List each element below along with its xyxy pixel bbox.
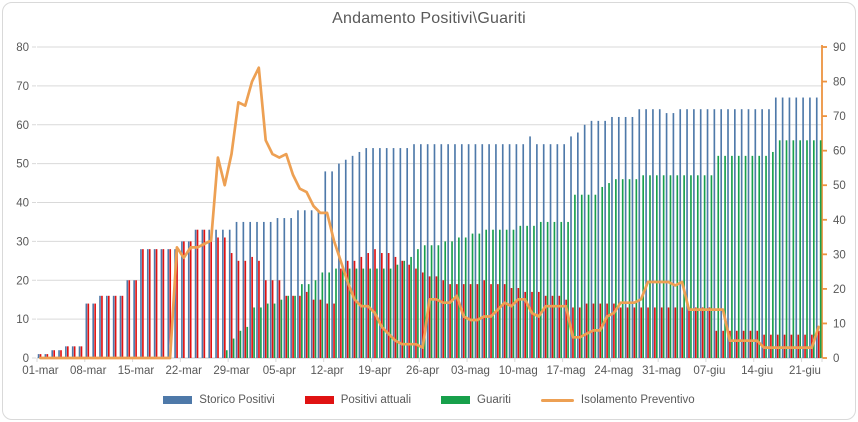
svg-text:60: 60 [16,120,29,132]
x-tick-label: 24-mag [594,365,633,377]
legend: Storico Positivi Positivi attuali Guariti I… [0,394,858,406]
x-tick-label: 15-mar [118,365,155,377]
x-tick-label: 31-mag [642,365,681,377]
svg-text:80: 80 [16,42,29,54]
x-tick-label: 22-mar [166,365,203,377]
legend-label: Storico Positivi [199,394,275,406]
legend-label: Guariti [477,394,511,406]
x-tick-label: 19-apr [358,365,391,377]
svg-text:30: 30 [833,249,846,261]
x-tick-label: 17-mag [547,365,586,377]
bars-storico-positivi [37,97,818,359]
x-tick-label: 08-mar [70,365,107,377]
legend-swatch-positivi-attuali [304,396,334,404]
legend-label: Isolamento Preventivo [580,394,695,406]
svg-text:50: 50 [16,159,29,171]
svg-text:20: 20 [16,275,29,287]
legend-swatch-isolamento-preventivo [540,398,574,402]
x-tick-label: 01-mar [22,365,59,377]
legend-item-positivi-attuali[interactable]: Positivi attuali [304,394,412,406]
x-axis: 01-mar 08-mar 15-mar 22-mar 29-mar 05-apr 12-a… [22,357,823,377]
legend-item-guariti[interactable]: Guariti [441,394,511,406]
svg-text:30: 30 [16,236,29,248]
svg-text:10: 10 [833,318,846,330]
x-tick-label: 10-mag [499,365,538,377]
x-tick-label: 05-apr [263,365,296,377]
line-isolamento-preventivo [39,66,820,360]
svg-text:70: 70 [16,81,29,93]
right-axis: 0 10 20 30 40 50 60 70 80 90 [821,42,846,365]
x-tick-label: 14-giu [741,365,773,377]
chart-title: Andamento Positivi\Guariti [332,10,526,27]
svg-text:10: 10 [16,314,29,326]
legend-swatch-storico-positivi [163,396,193,404]
svg-text:0: 0 [23,353,29,365]
bars-positivi-attuali [39,229,820,358]
x-tick-label: 26-apr [406,365,439,377]
bars-guariti [225,140,822,358]
svg-text:90: 90 [833,42,846,54]
svg-text:50: 50 [833,180,846,192]
svg-text:0: 0 [833,353,839,365]
x-tick-label: 29-mar [213,365,250,377]
x-tick-label: 12-apr [310,365,343,377]
x-tick-label: 07-giu [693,365,725,377]
svg-text:20: 20 [833,284,846,296]
legend-item-storico-positivi[interactable]: Storico Positivi [163,394,275,406]
legend-swatch-guariti [441,396,471,404]
svg-text:80: 80 [833,77,846,89]
x-tick-label: 21-giu [789,365,821,377]
svg-text:70: 70 [833,111,846,123]
svg-text:40: 40 [833,215,846,227]
legend-item-isolamento-preventivo[interactable]: Isolamento Preventivo [540,394,695,406]
legend-label: Positivi attuali [340,394,412,406]
left-axis-labels: 0 10 20 30 40 50 60 70 80 [16,42,36,365]
svg-text:60: 60 [833,146,846,158]
svg-text:40: 40 [16,198,29,210]
x-tick-label: 03-mag [451,365,490,377]
